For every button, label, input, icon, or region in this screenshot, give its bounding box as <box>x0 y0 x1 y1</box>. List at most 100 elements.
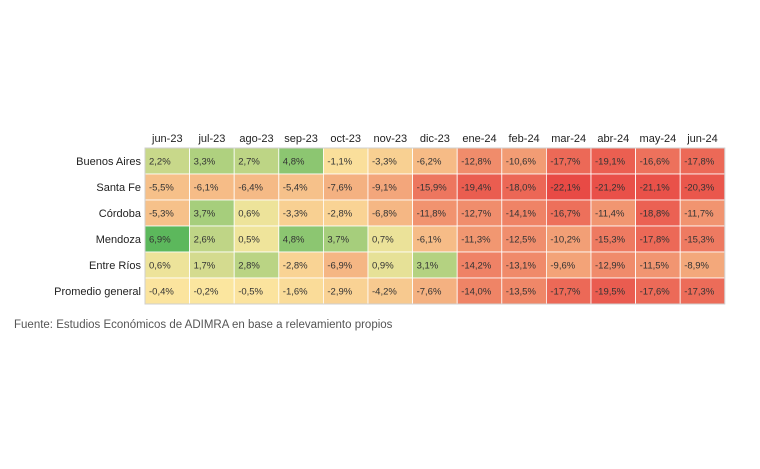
cell-value-label: 1,7% <box>194 261 216 272</box>
column-label: feb-24 <box>508 133 539 145</box>
cell-value-label: -11,3% <box>461 235 491 246</box>
cell-value-label: -22,1% <box>550 183 581 194</box>
cell-value-label: -21,1% <box>640 183 671 194</box>
cell-value-label: -17,6% <box>640 287 671 298</box>
heatmap-cell <box>412 173 458 201</box>
heatmap-cell <box>144 173 190 201</box>
grid-border <box>144 147 726 305</box>
cell-value-label: -10,6% <box>506 157 537 168</box>
cell-value-label: -15,9% <box>417 183 448 194</box>
cell-value-label: -19,1% <box>595 157 626 168</box>
cell-value-label: -6,1% <box>417 235 442 246</box>
heatmap-cell <box>546 173 592 201</box>
cell-value-label: -19,4% <box>461 183 492 194</box>
heatmap-cell <box>546 277 592 305</box>
cell-value-label: -14,0% <box>461 287 492 298</box>
heatmap-cell <box>501 277 547 305</box>
cell-value-label: -0,4% <box>149 287 174 298</box>
cell-value-label: -5,4% <box>283 183 308 194</box>
cell-value-label: 0,9% <box>372 261 394 272</box>
cell-value-label: -0,5% <box>238 287 263 298</box>
row-label: Entre Ríos <box>89 260 141 272</box>
cell-value-label: 3,7% <box>194 209 216 220</box>
heatmap-cell <box>233 199 280 227</box>
column-label: may-24 <box>640 133 677 145</box>
heatmap-cell <box>501 173 547 201</box>
cell-value-label: -12,8% <box>461 157 492 168</box>
cell-value-label: -16,7% <box>550 209 581 220</box>
heatmap-cell <box>322 173 369 201</box>
heatmap-cell <box>367 173 413 201</box>
cell-value-label: -2,8% <box>327 209 352 220</box>
heatmap-cell <box>546 147 592 175</box>
cell-value-label: -3,3% <box>283 209 308 220</box>
cell-value-label: -6,4% <box>238 183 263 194</box>
heatmap-cell <box>189 277 235 305</box>
cell-value-label: -12,7% <box>461 209 492 220</box>
heatmap-cell <box>635 147 681 175</box>
heatmap-cell <box>635 225 681 253</box>
heatmap-cell <box>189 199 235 227</box>
cell-value-label: -11,4% <box>595 209 625 220</box>
cell-value-label: -6,2% <box>417 157 442 168</box>
cell-value-label: -0,2% <box>194 287 219 298</box>
row-label: Promedio general <box>54 286 141 298</box>
heatmap-cell <box>144 277 190 305</box>
cell-value-label: 2,6% <box>194 235 216 246</box>
heatmap-cell <box>367 225 413 253</box>
cell-value-label: -6,1% <box>194 183 219 194</box>
cell-value-label: -21,2% <box>595 183 626 194</box>
column-label: jun-24 <box>686 133 718 145</box>
cell-value-label: -6,9% <box>327 261 352 272</box>
cell-value-label: -2,8% <box>283 261 308 272</box>
heatmap-cell <box>144 225 190 253</box>
cell-value-label: 0,6% <box>149 261 171 272</box>
heatmap-cell <box>456 173 503 201</box>
cell-value-label: -2,9% <box>327 287 352 298</box>
heatmap-cell <box>322 277 369 305</box>
cell-value-label: 3,3% <box>194 157 216 168</box>
cell-value-label: -4,2% <box>372 287 397 298</box>
cell-value-label: -12,5% <box>506 235 537 246</box>
cell-value-label: -7,6% <box>327 183 352 194</box>
row-label: Mendoza <box>96 234 142 246</box>
heatmap-cell <box>501 225 547 253</box>
cell-value-label: -9,1% <box>372 183 397 194</box>
heatmap-cell <box>233 251 280 279</box>
cell-value-label: -13,5% <box>506 287 537 298</box>
cell-value-label: -18,0% <box>506 183 537 194</box>
heatmap-cell <box>278 173 324 201</box>
heatmap-cell <box>590 199 636 227</box>
heatmap-cell <box>278 225 324 253</box>
cell-value-label: 0,7% <box>372 235 394 246</box>
cell-value-label: 4,8% <box>283 235 305 246</box>
column-label: ago-23 <box>239 133 273 145</box>
cell-value-label: -3,3% <box>372 157 397 168</box>
heatmap-cell <box>189 251 235 279</box>
cell-value-label: 3,7% <box>327 235 349 246</box>
cell-value-label: -10,2% <box>550 235 581 246</box>
heatmap-cell <box>233 173 280 201</box>
cell-value-label: -12,9% <box>595 261 626 272</box>
row-label: Santa Fe <box>96 182 141 194</box>
cell-value-label: -11,7% <box>684 209 714 220</box>
column-label: mar-24 <box>551 133 586 145</box>
cell-value-label: -20,3% <box>684 183 715 194</box>
column-label: sep-23 <box>284 133 318 145</box>
row-label: Córdoba <box>99 208 142 220</box>
heatmap-cell <box>278 251 324 279</box>
cell-value-label: -19,5% <box>595 287 626 298</box>
heatmap-cell <box>501 251 547 279</box>
column-label: jul-23 <box>197 133 225 145</box>
cell-value-label: -16,6% <box>640 157 671 168</box>
cell-value-label: -1,6% <box>283 287 308 298</box>
cell-value-label: 2,8% <box>238 261 260 272</box>
cell-value-label: -8,9% <box>684 261 709 272</box>
cell-value-label: -17,7% <box>550 157 581 168</box>
cell-value-label: 4,8% <box>283 157 305 168</box>
heatmap-cell <box>456 147 503 175</box>
cell-value-label: -17,8% <box>684 157 715 168</box>
cell-value-label: 0,6% <box>238 209 260 220</box>
heatmap-cell <box>456 277 503 305</box>
